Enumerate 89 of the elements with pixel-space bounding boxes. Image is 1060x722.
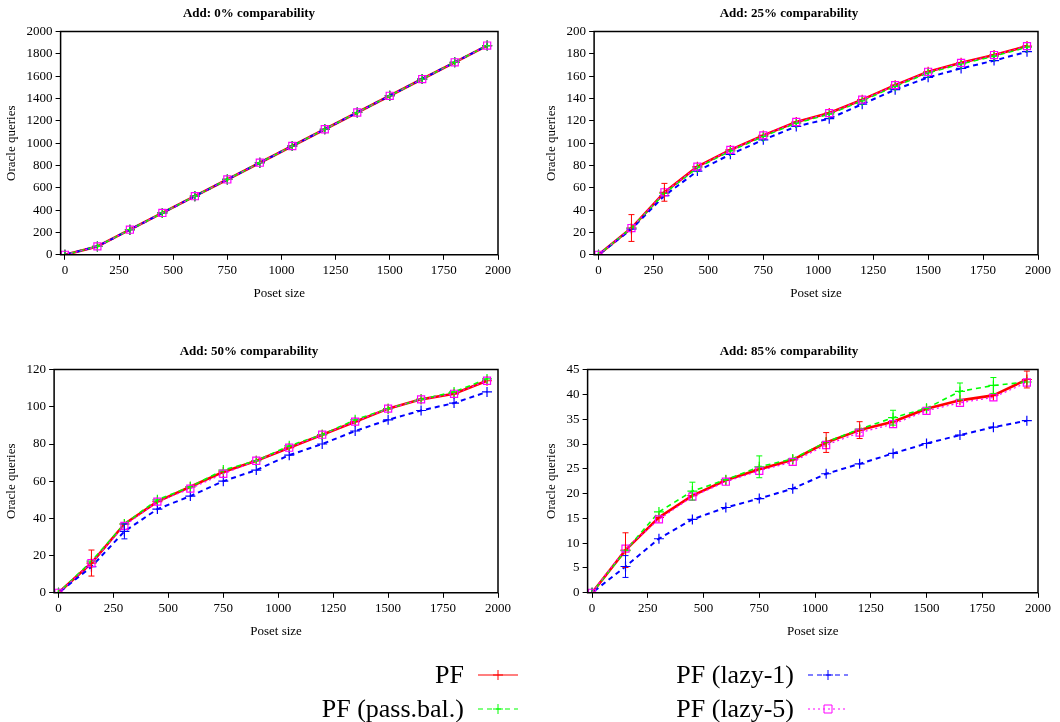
- y-tick-label: 80: [33, 435, 47, 451]
- x-tick-label: 250: [643, 262, 664, 278]
- x-tick-label: 1000: [802, 600, 829, 616]
- x-tick-label: 2000: [1025, 600, 1051, 616]
- x-tick-label: 1500: [375, 600, 402, 616]
- legend-label: PF (lazy-5): [676, 694, 794, 722]
- x-tick-label: 1250: [322, 262, 349, 278]
- x-tick-label: 2000: [485, 262, 511, 278]
- y-tick-label: 40: [33, 509, 47, 525]
- y-tick-label: 40: [566, 385, 580, 401]
- x-tick-label: 750: [749, 600, 770, 616]
- x-tick-label: 1500: [376, 262, 403, 278]
- legend-label: PF (pass.bal.): [321, 694, 464, 722]
- x-tick-label: 500: [698, 262, 719, 278]
- y-tick-label: 25: [566, 460, 580, 476]
- y-tick-label: 120: [26, 361, 47, 377]
- y-tick-label: 140: [566, 89, 587, 105]
- x-tick-label: 2000: [1025, 262, 1051, 278]
- y-tick-label: 20: [33, 547, 47, 563]
- x-tick-label: 250: [109, 262, 129, 278]
- x-tick-label: 250: [103, 600, 124, 616]
- y-tick-label: 800: [33, 156, 53, 172]
- y-tick-label: 1000: [26, 134, 53, 150]
- x-tick-label: 1250: [320, 600, 347, 616]
- y-tick-label: 1800: [26, 45, 53, 61]
- y-tick-label: 100: [26, 398, 47, 414]
- x-tick-label: 1750: [969, 600, 996, 616]
- x-tick-label: 500: [158, 600, 179, 616]
- x-tick-label: 1750: [430, 262, 457, 278]
- y-tick-label: 0: [39, 584, 47, 600]
- x-tick-label: 1250: [857, 600, 884, 616]
- y-tick-label: 60: [33, 472, 47, 488]
- x-tick-label: 1000: [265, 600, 292, 616]
- x-tick-label: 500: [163, 262, 183, 278]
- x-tick-label: 0: [595, 262, 602, 278]
- x-axis-title: Poset size: [790, 284, 843, 300]
- y-tick-label: 35: [566, 410, 580, 426]
- y-tick-label: 80: [573, 156, 587, 172]
- legend-label: PF: [435, 660, 464, 690]
- x-tick-label: 1750: [970, 262, 997, 278]
- y-tick-label: 200: [566, 23, 587, 39]
- y-tick-label: 10: [566, 534, 580, 550]
- y-tick-label: 2000: [26, 23, 53, 39]
- y-tick-label: 40: [573, 201, 587, 217]
- x-tick-label: 1000: [268, 262, 295, 278]
- x-tick-label: 750: [753, 262, 774, 278]
- x-axis-title: Poset size: [253, 284, 306, 300]
- y-axis-title: Oracle queries: [3, 105, 19, 181]
- y-tick-label: 600: [33, 179, 53, 195]
- x-tick-label: 750: [213, 600, 234, 616]
- y-tick-label: 0: [46, 246, 53, 262]
- y-tick-label: 15: [566, 509, 580, 525]
- y-tick-label: 160: [566, 67, 587, 83]
- y-axis-title: Oracle queries: [543, 105, 559, 181]
- chart-title: Add: 0% comparability: [182, 5, 316, 21]
- legend-label: PF (lazy-1): [676, 660, 794, 690]
- y-tick-label: 5: [573, 559, 580, 575]
- x-tick-label: 1500: [913, 600, 940, 616]
- x-tick-label: 750: [217, 262, 238, 278]
- x-tick-label: 1500: [915, 262, 942, 278]
- y-tick-label: 1600: [26, 67, 53, 83]
- x-axis-title: Poset size: [250, 622, 303, 638]
- y-tick-label: 180: [566, 45, 587, 61]
- y-tick-label: 400: [33, 201, 53, 217]
- y-tick-label: 100: [566, 134, 587, 150]
- x-tick-label: 500: [693, 600, 714, 616]
- y-tick-label: 20: [566, 485, 580, 501]
- x-tick-label: 250: [638, 600, 658, 616]
- y-tick-label: 1200: [26, 112, 53, 128]
- y-tick-label: 60: [573, 179, 587, 195]
- y-tick-label: 1400: [26, 89, 53, 105]
- y-tick-label: 45: [566, 361, 580, 377]
- x-tick-label: 2000: [485, 600, 511, 616]
- chart-title: Add: 25% comparability: [719, 5, 859, 21]
- x-tick-label: 1000: [805, 262, 832, 278]
- y-tick-label: 0: [573, 584, 580, 600]
- y-tick-label: 120: [566, 112, 587, 128]
- y-axis-title: Oracle queries: [3, 443, 19, 519]
- x-tick-label: 1250: [860, 262, 887, 278]
- x-axis-title: Poset size: [786, 622, 839, 638]
- y-tick-label: 200: [33, 223, 53, 239]
- y-tick-label: 0: [579, 246, 587, 262]
- y-axis-title: Oracle queries: [543, 443, 559, 519]
- chart-title: Add: 85% comparability: [719, 343, 859, 359]
- y-tick-label: 20: [573, 223, 587, 239]
- chart-title: Add: 50% comparability: [179, 343, 319, 359]
- x-tick-label: 1750: [430, 600, 457, 616]
- x-tick-label: 0: [61, 262, 69, 278]
- y-tick-label: 30: [566, 435, 580, 451]
